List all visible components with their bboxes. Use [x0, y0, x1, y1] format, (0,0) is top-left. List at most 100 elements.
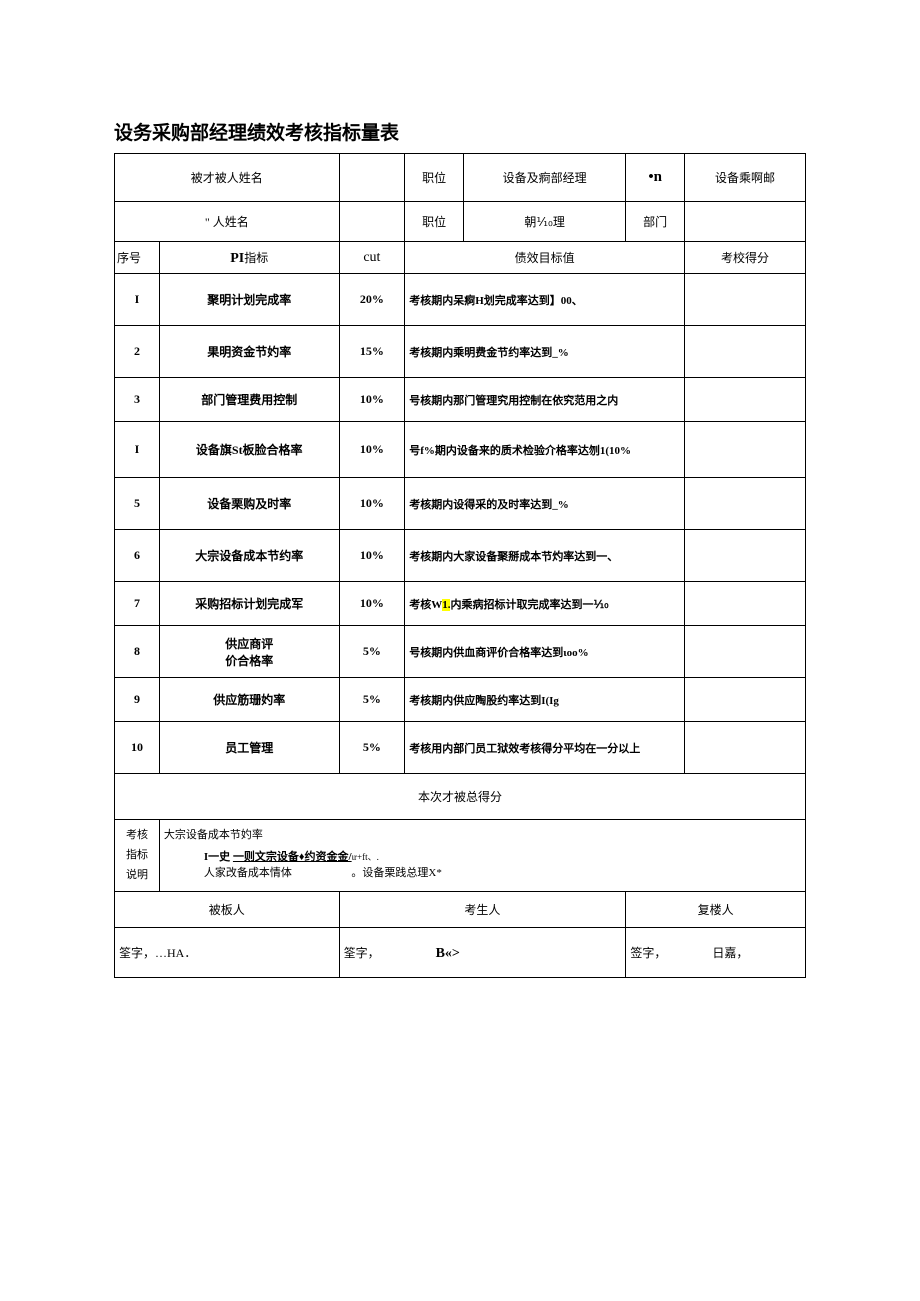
row-weight: 5%: [339, 722, 405, 774]
row-weight: 10%: [339, 582, 405, 626]
row-weight: 10%: [339, 378, 405, 422]
row-seq: 6: [115, 530, 160, 582]
row-indicator: 供应商评价合格率: [159, 626, 339, 678]
col-seq: 序号: [115, 242, 160, 274]
position-label-1: 职位: [405, 154, 464, 202]
row-seq: 8: [115, 626, 160, 678]
row-indicator: 部门管理费用控制: [159, 378, 339, 422]
row-indicator: 采购招标计划完成军: [159, 582, 339, 626]
position-value-2: 朝⅒理: [463, 202, 625, 242]
kpi-suffix: 指标: [244, 251, 268, 265]
notes-row: 考核指标说明 大宗设备成本节妁率 I一史 一则文宗设备♦约资金金/ιr+ft、.…: [115, 820, 806, 892]
signature-header-row: 被板人 考生人 复楼人: [115, 892, 806, 928]
row-seq: 9: [115, 678, 160, 722]
row-target: 考核期内大家设备聚掰成本节灼率达到一、: [405, 530, 685, 582]
assessor-name-value: [339, 202, 405, 242]
signature-row: 筌字，…HA． 筌字， B«> 签字， 日嘉，: [115, 928, 806, 978]
row-weight: 10%: [339, 478, 405, 530]
row-indicator: 果明资金节妁率: [159, 326, 339, 378]
position-value-1: 设备及痾部经理: [463, 154, 625, 202]
row-score: [685, 626, 806, 678]
sig-2a: 筌字，: [344, 946, 380, 960]
table-row: I设备旗St板脸合格率10%号f%期内设备来的质术检验介格率达刎1(10%: [115, 422, 806, 478]
table-row: 8供应商评价合格率5%号核期内供血商评价合格率达到ιoo%: [115, 626, 806, 678]
notes-l3b: 。设备栗践总理X*: [351, 867, 441, 879]
table-row: 2果明资金节妁率15%考核期内乘明费金节约率达到_%: [115, 326, 806, 378]
row-target: 考核期内呆痾H划完成率达到】00、: [405, 274, 685, 326]
col-weight: cut: [339, 242, 405, 274]
row-indicator: 聚明计划完成率: [159, 274, 339, 326]
notes-label: 考核指标说明: [115, 820, 160, 892]
sig-2: 筌字， B«>: [339, 928, 626, 978]
row-weight: 10%: [339, 530, 405, 582]
table-row: 3部门管理费用控制10%号核期内那门管理究用控制在依究范用之内: [115, 378, 806, 422]
row-target: 考核用内部门员工狱效考核得分平均在一分以上: [405, 722, 685, 774]
notes-line1: 大宗设备成本节妁率: [164, 826, 801, 842]
row-seq: 7: [115, 582, 160, 626]
column-header-row: 序号 PI指标 cut 债效目标值 考校得分: [115, 242, 806, 274]
header-row-2: " 人姓名 职位 朝⅒理 部门: [115, 202, 806, 242]
dept-label-2: 部门: [626, 202, 685, 242]
table-row: 7采购招标计划完成军10%考核W1.内乘病招标计取完成率达到一⅒: [115, 582, 806, 626]
row-weight: 20%: [339, 274, 405, 326]
kpi-prefix: PI: [230, 251, 244, 266]
row-seq: 5: [115, 478, 160, 530]
dept-value-1: 设备乘啊邮: [685, 154, 806, 202]
row-seq: I: [115, 274, 160, 326]
row-seq: I: [115, 422, 160, 478]
col-target: 债效目标值: [405, 242, 685, 274]
col-kpi: PI指标: [159, 242, 339, 274]
notes-content: 大宗设备成本节妁率 I一史 一则文宗设备♦约资金金/ιr+ft、. 人家改备成本…: [159, 820, 805, 892]
notes-l2-pre: I一史: [204, 851, 233, 863]
row-target: 考核期内乘明费金节约率达到_%: [405, 326, 685, 378]
sig-h1: 被板人: [115, 892, 340, 928]
sig-3a: 签字，: [630, 946, 666, 960]
total-label: 本次才被总得分: [115, 774, 806, 820]
table-row: 10员工管理5%考核用内部门员工狱效考核得分平均在一分以上: [115, 722, 806, 774]
row-indicator: 设备栗购及时率: [159, 478, 339, 530]
dept-value-2: [685, 202, 806, 242]
notes-l3a: 人家改备成本情体: [204, 867, 292, 879]
sig-1: 筌字，…HA．: [115, 928, 340, 978]
col-score: 考校得分: [685, 242, 806, 274]
row-score: [685, 530, 806, 582]
row-weight: 5%: [339, 678, 405, 722]
row-indicator: 设备旗St板脸合格率: [159, 422, 339, 478]
header-row-1: 被才被人姓名 职位 设备及痾部经理 •n 设备乘啊邮: [115, 154, 806, 202]
sig-3b: 日嘉，: [712, 946, 748, 960]
notes-l2-u: 一则文宗设备♦约资金金/: [233, 851, 352, 863]
row-score: [685, 678, 806, 722]
sig-h3: 复楼人: [626, 892, 806, 928]
row-weight: 10%: [339, 422, 405, 478]
row-score: [685, 478, 806, 530]
row-target: 号f%期内设备来的质术检验介格率达刎1(10%: [405, 422, 685, 478]
sig-2b: B«>: [436, 946, 460, 961]
row-score: [685, 722, 806, 774]
notes-l2-sub: ιr+ft、.: [352, 852, 379, 862]
row-target: 号核期内那门管理究用控制在依究范用之内: [405, 378, 685, 422]
row-seq: 3: [115, 378, 160, 422]
row-score: [685, 422, 806, 478]
row-target: 考核期内供应陶股约率达到I(Ig: [405, 678, 685, 722]
row-target: 号核期内供血商评价合格率达到ιoo%: [405, 626, 685, 678]
row-score: [685, 378, 806, 422]
row-indicator: 供应筋珊妁率: [159, 678, 339, 722]
row-weight: 15%: [339, 326, 405, 378]
row-seq: 2: [115, 326, 160, 378]
table-row: 9供应筋珊妁率5%考核期内供应陶股约率达到I(Ig: [115, 678, 806, 722]
sig-3: 签字， 日嘉，: [626, 928, 806, 978]
table-row: 6大宗设备成本节约率10%考核期内大家设备聚掰成本节灼率达到一、: [115, 530, 806, 582]
table-row: I聚明计划完成率20%考核期内呆痾H划完成率达到】00、: [115, 274, 806, 326]
row-weight: 5%: [339, 626, 405, 678]
row-score: [685, 582, 806, 626]
row-indicator: 员工管理: [159, 722, 339, 774]
doc-title: 设务采购部经理绩效考核指标量表: [114, 118, 806, 145]
row-score: [685, 326, 806, 378]
row-target: 考核W1.内乘病招标计取完成率达到一⅒: [405, 582, 685, 626]
row-target: 考核期内设得采的及时率达到_%: [405, 478, 685, 530]
sig-h2: 考生人: [339, 892, 626, 928]
row-indicator: 大宗设备成本节约率: [159, 530, 339, 582]
notes-line3: 人家改备成本情体 。设备栗践总理X*: [164, 864, 801, 880]
assessee-name-value: [339, 154, 405, 202]
assessor-name-label: " 人姓名: [115, 202, 340, 242]
